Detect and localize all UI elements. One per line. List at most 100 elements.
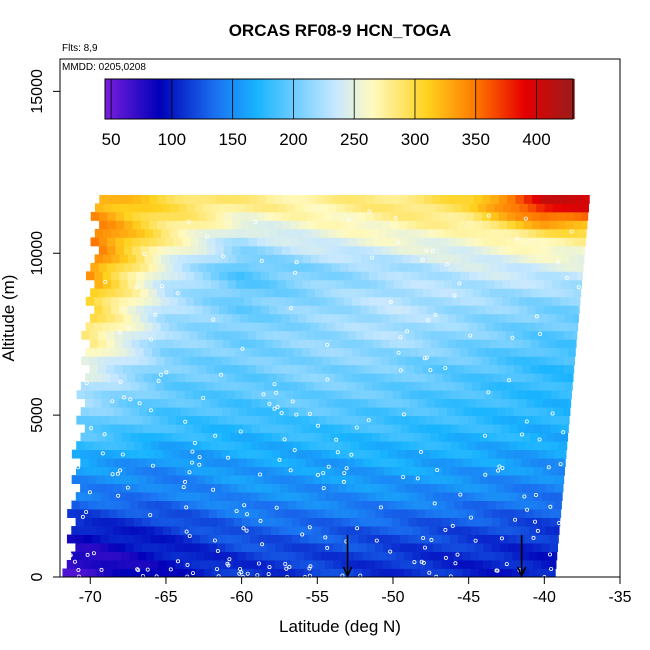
heatmap-cell xyxy=(165,194,175,204)
sample-point xyxy=(420,257,425,262)
heatmap-cell xyxy=(426,415,435,425)
heatmap-cell xyxy=(132,194,142,204)
heatmap-cell xyxy=(547,356,556,366)
heatmap-cell xyxy=(323,245,333,255)
heatmap-cell xyxy=(405,381,415,391)
heatmap-cell xyxy=(263,407,273,417)
heatmap-cell xyxy=(397,381,406,391)
heatmap-cell xyxy=(248,313,257,323)
heatmap-cell xyxy=(433,560,442,569)
heatmap-cell xyxy=(468,322,478,332)
heatmap-cell xyxy=(385,279,395,289)
heatmap-cell xyxy=(87,526,97,535)
heatmap-cell xyxy=(425,509,434,518)
heatmap-cell xyxy=(333,509,343,518)
heatmap-cell xyxy=(460,254,470,264)
heatmap-cell xyxy=(404,449,414,459)
heatmap-cell xyxy=(384,441,393,451)
heatmap-cell xyxy=(559,398,569,408)
heatmap-cell xyxy=(536,568,546,578)
heatmap-cell xyxy=(304,483,314,493)
heatmap-cell xyxy=(279,551,288,561)
heatmap-cell xyxy=(322,330,332,340)
heatmap-cell xyxy=(256,237,266,247)
colorbar-segment xyxy=(160,79,164,119)
sample-point xyxy=(444,262,449,267)
heatmap-cell xyxy=(509,441,518,451)
heatmap-cell xyxy=(323,211,333,221)
colorbar-segment xyxy=(440,79,444,119)
heatmap-cell xyxy=(327,296,336,306)
heatmap-cell xyxy=(416,509,426,518)
heatmap-cell xyxy=(156,262,166,272)
heatmap-cell xyxy=(451,398,460,408)
heatmap-cell xyxy=(287,526,297,535)
heatmap-cell xyxy=(527,203,537,213)
heatmap-cell xyxy=(135,322,145,332)
heatmap-cell xyxy=(190,237,200,247)
sample-point xyxy=(401,475,406,480)
sample-point xyxy=(418,449,423,454)
heatmap-cell xyxy=(319,279,328,289)
heatmap-cell xyxy=(350,441,360,451)
sample-point xyxy=(534,314,539,319)
colorbar-segment xyxy=(297,79,300,119)
heatmap-cell xyxy=(115,288,124,298)
heatmap-cell xyxy=(172,364,182,374)
heatmap-cell xyxy=(315,237,324,247)
heatmap-cell xyxy=(407,211,416,221)
heatmap-cell xyxy=(127,305,137,315)
heatmap-cell xyxy=(201,373,211,383)
heatmap-cell xyxy=(243,322,253,332)
x-axis-label: Latitude (deg N) xyxy=(279,617,401,636)
heatmap-cell xyxy=(392,492,401,501)
heatmap-cell xyxy=(440,237,449,247)
heatmap-cell xyxy=(343,347,353,357)
heatmap-cell xyxy=(504,500,514,510)
heatmap-cell xyxy=(94,228,104,238)
heatmap-cell xyxy=(455,330,465,340)
heatmap-cell xyxy=(172,339,182,349)
heatmap-cell xyxy=(497,330,507,340)
colorbar-segment xyxy=(139,79,142,119)
heatmap-cell xyxy=(401,347,411,357)
heatmap-cell xyxy=(343,322,353,332)
heatmap-cell xyxy=(344,279,353,289)
heatmap-cell xyxy=(202,254,212,264)
heatmap-cell xyxy=(347,364,357,374)
heatmap-cell xyxy=(480,364,490,374)
heatmap-cell xyxy=(484,398,494,408)
sample-point xyxy=(238,429,243,434)
heatmap-cell xyxy=(486,228,495,238)
heatmap-cell xyxy=(307,245,316,255)
heatmap-cell xyxy=(284,398,294,408)
heatmap-cell xyxy=(105,432,115,442)
heatmap-cell xyxy=(275,509,284,518)
heatmap-cell xyxy=(359,390,369,400)
heatmap-cell xyxy=(445,568,455,578)
sample-point xyxy=(267,565,272,570)
heatmap-cell xyxy=(355,407,365,417)
heatmap-cell xyxy=(534,424,544,434)
heatmap-cell xyxy=(391,543,401,552)
heatmap-cell xyxy=(326,424,335,434)
heatmap-cell xyxy=(123,339,132,349)
heatmap-cell xyxy=(242,492,251,501)
heatmap-cell xyxy=(104,568,113,578)
heatmap-cell xyxy=(182,211,191,221)
heatmap-cell xyxy=(479,483,489,493)
colorbar-segment xyxy=(287,79,291,119)
heatmap-cell xyxy=(193,322,203,332)
heatmap-cell xyxy=(508,543,517,552)
heatmap-cell xyxy=(196,526,205,535)
heatmap-cell xyxy=(561,203,570,213)
heatmap-cell xyxy=(446,483,456,493)
heatmap-cell xyxy=(343,296,353,306)
sample-point xyxy=(154,574,159,579)
heatmap-cell xyxy=(144,228,154,238)
heatmap-cell xyxy=(504,458,514,468)
sample-point xyxy=(182,479,187,484)
heatmap-cell xyxy=(99,220,108,230)
heatmap-cell xyxy=(491,517,501,527)
heatmap-cell xyxy=(97,407,107,417)
